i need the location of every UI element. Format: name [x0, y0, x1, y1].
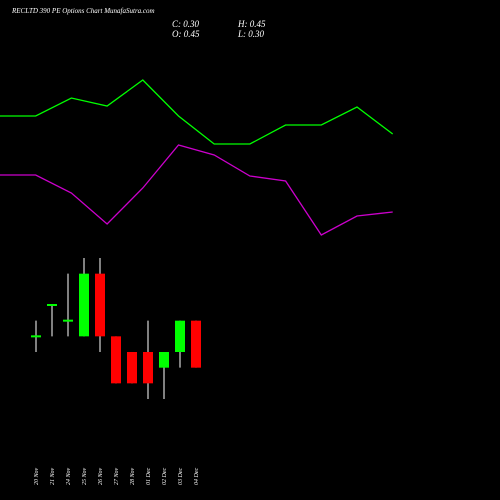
open-label: O: 0.45 [172, 29, 200, 39]
x-tick-label: 03 Dec [178, 468, 184, 485]
x-tick-label: 01 Dec [146, 468, 152, 485]
candle-body [111, 336, 121, 384]
candle-body [63, 319, 73, 322]
candle-body [79, 273, 89, 337]
candle-body [95, 273, 105, 337]
line-series [0, 144, 393, 236]
candle-body [159, 352, 169, 368]
x-tick-label: 21 Nov [50, 467, 56, 485]
candle-body [191, 320, 201, 368]
high-label: H: 0.45 [237, 19, 266, 29]
x-tick-label: 28 Nov [130, 467, 136, 485]
x-tick-label: 04 Dec [193, 468, 200, 485]
x-tick-label: 20 Nov [34, 467, 40, 485]
x-tick-label: 27 Nov [114, 467, 120, 485]
close-label: C: 0.30 [172, 19, 200, 29]
candle-body [47, 304, 57, 306]
x-tick-label: 24 Nov [65, 467, 72, 485]
candle-body [31, 335, 41, 338]
chart-title: RECLTD 390 PE Options Chart MunafaSutra.… [11, 7, 155, 15]
candle-body [143, 352, 153, 384]
candle-body [175, 320, 185, 352]
low-label: L: 0.30 [237, 29, 265, 39]
line-series [0, 79, 394, 145]
x-tick-label: 02 Dec [162, 468, 168, 485]
x-tick-label: 26 Nov [98, 467, 104, 485]
candle-body [127, 352, 137, 384]
x-tick-label: 25 Nov [82, 467, 88, 485]
